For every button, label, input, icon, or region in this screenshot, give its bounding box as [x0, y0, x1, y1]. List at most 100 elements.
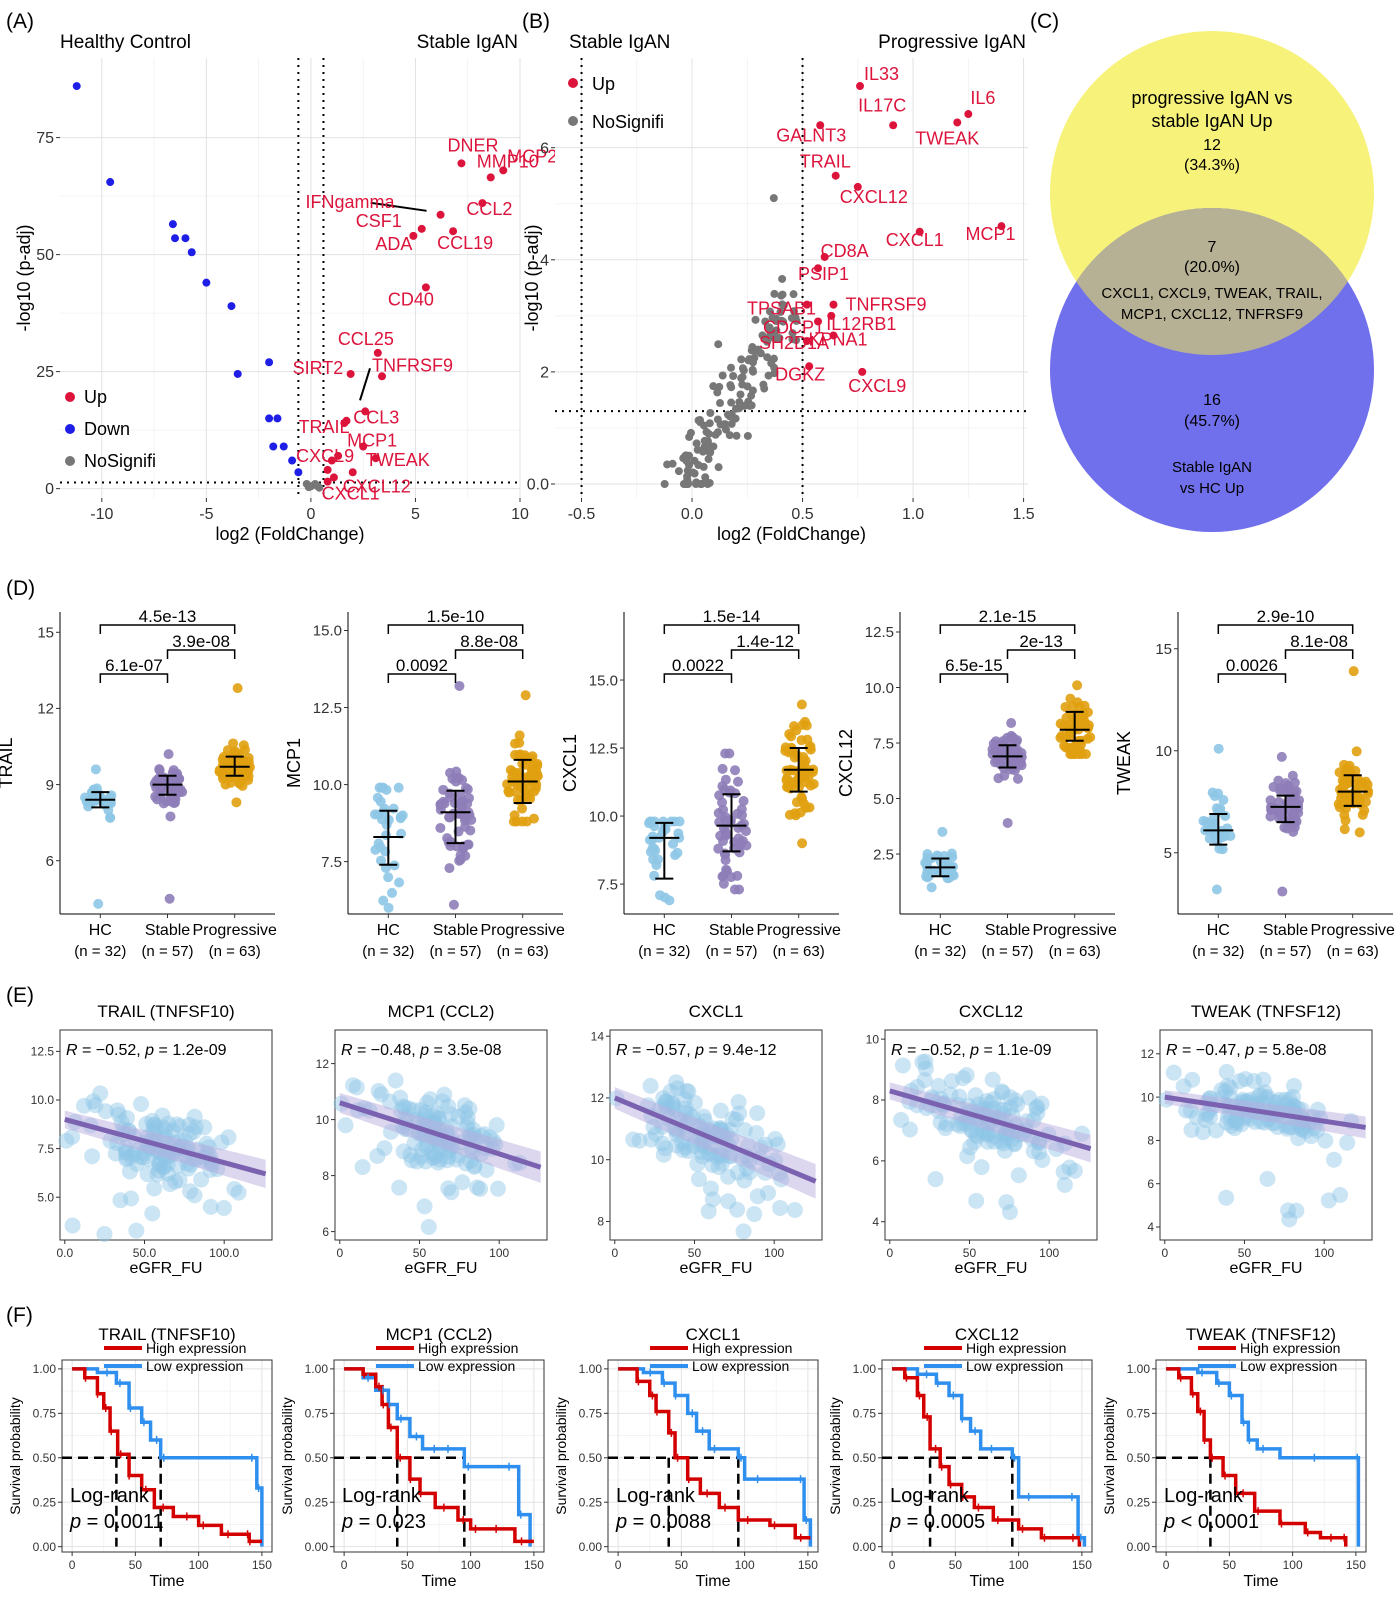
point-down — [106, 178, 115, 187]
data-point — [730, 1094, 747, 1111]
point-ns — [716, 399, 725, 408]
data-point — [159, 1156, 176, 1173]
point-up — [814, 264, 823, 273]
data-point — [455, 850, 466, 861]
group-n: (n = 57) — [981, 943, 1033, 960]
km-legend: High expression Low expression — [924, 1340, 1066, 1374]
y-tick-label: 15 — [37, 625, 54, 642]
data-point — [459, 812, 470, 823]
plot-title: TWEAK (TNFSF12) — [1186, 1325, 1336, 1344]
data-point — [93, 898, 104, 909]
point-down — [171, 234, 179, 243]
point-ns — [714, 340, 723, 349]
p-value-label: p = 0.023 — [341, 1511, 426, 1533]
data-point — [937, 1120, 954, 1137]
point-up — [334, 451, 343, 460]
data-point — [968, 1192, 985, 1209]
x-tick-label: 100 — [1039, 1246, 1059, 1260]
p-symbol: p — [419, 1042, 429, 1059]
data-point — [138, 1116, 155, 1133]
y-tick-label: 1.00 — [853, 1362, 877, 1376]
data-point — [1060, 701, 1071, 712]
group-label: HC — [89, 922, 112, 939]
group-label: Progressive — [480, 922, 565, 939]
point-ns — [751, 315, 760, 324]
group-n: (n = 32) — [74, 943, 126, 960]
venn-diagram: progressive IgAN vs stable IgAN Up 12 (34.3… — [1050, 31, 1374, 532]
data-point — [964, 1122, 981, 1139]
y-tick-label: 0.25 — [33, 1495, 57, 1509]
y-tick-label: 6 — [540, 140, 549, 157]
y-axis-title: MCP1 — [284, 738, 304, 788]
data-point — [690, 1171, 707, 1188]
bracket-hc-progressive — [939, 624, 1076, 634]
data-point — [445, 836, 456, 847]
y-tick-label: 2 — [540, 364, 549, 381]
data-point — [738, 795, 749, 806]
x-tick-label: 100 — [489, 1246, 509, 1260]
data-point — [672, 847, 683, 858]
data-point — [715, 830, 726, 841]
x-tick-label: 0.0 — [681, 506, 703, 523]
data-point — [155, 1119, 172, 1136]
r-value: = −0.47, — [1178, 1042, 1246, 1059]
point-ns — [778, 290, 787, 299]
data-point — [118, 1144, 135, 1161]
point-up — [814, 317, 823, 326]
data-point — [1010, 1167, 1027, 1184]
y-tick-label: 0 — [45, 481, 54, 498]
data-point — [118, 1149, 135, 1166]
data-point — [409, 1153, 426, 1170]
volcano-plot-a: -10 -5 0 5 10 0 25 50 75 Healthy Control Stable Ig… — [14, 32, 557, 544]
data-point — [387, 1072, 404, 1089]
data-point — [417, 1153, 434, 1170]
correlation-annotation: R = −0.52, p = 1.2e-09 — [66, 1042, 227, 1059]
data-point — [746, 1206, 763, 1223]
point-ns — [718, 371, 727, 380]
data-point — [901, 1121, 918, 1138]
data-point — [154, 1107, 171, 1124]
data-point — [439, 798, 450, 809]
data-point — [436, 1086, 453, 1103]
data-point — [1251, 1087, 1268, 1104]
data-point — [1343, 776, 1354, 787]
point-ns — [694, 461, 703, 470]
data-point — [1270, 804, 1281, 815]
bracket-stable-progressive — [1284, 649, 1354, 659]
data-point — [736, 1172, 753, 1189]
x-tick-label: 150 — [252, 1558, 272, 1572]
data-point — [728, 1111, 745, 1128]
point-ns — [695, 415, 704, 424]
point-down — [233, 369, 242, 378]
point-ns — [731, 404, 740, 413]
label-connector — [359, 367, 371, 401]
correlation-annotation: R = −0.57, p = 9.4e-12 — [616, 1042, 777, 1059]
group-label: Stable — [145, 922, 190, 939]
point-down — [269, 442, 278, 451]
legend-label: Up — [592, 74, 615, 94]
data-point — [454, 1174, 471, 1191]
bracket-hc-stable-label: 6.5e-15 — [945, 656, 1003, 675]
point-up — [436, 210, 445, 219]
data-point — [802, 734, 813, 745]
group-n: (n = 63) — [1327, 943, 1379, 960]
y-tick-label: 0.75 — [33, 1407, 57, 1421]
data-point — [372, 792, 383, 803]
test-label: Log-rank — [890, 1485, 970, 1507]
x-tick-label: 0.5 — [791, 506, 813, 523]
km-curve-high — [618, 1367, 811, 1540]
point-ns — [763, 353, 772, 362]
point-up — [323, 465, 332, 474]
gene-label: CXCL9 — [296, 446, 354, 466]
data-point — [428, 1147, 445, 1164]
p-symbol: p — [69, 1511, 81, 1533]
point-up — [499, 166, 508, 175]
data-point — [654, 890, 665, 901]
dotplot-TRAIL: 6 9 12 15 TRAIL HC (n = 32) Stable (n = 57) Progr… — [0, 607, 277, 960]
data-point — [232, 683, 243, 694]
x-tick-label: 0 — [336, 1246, 343, 1260]
gene-label: CD40 — [388, 289, 434, 309]
gene-label: IL33 — [864, 64, 899, 84]
data-point — [85, 1093, 102, 1110]
p-symbol: p — [144, 1042, 154, 1059]
